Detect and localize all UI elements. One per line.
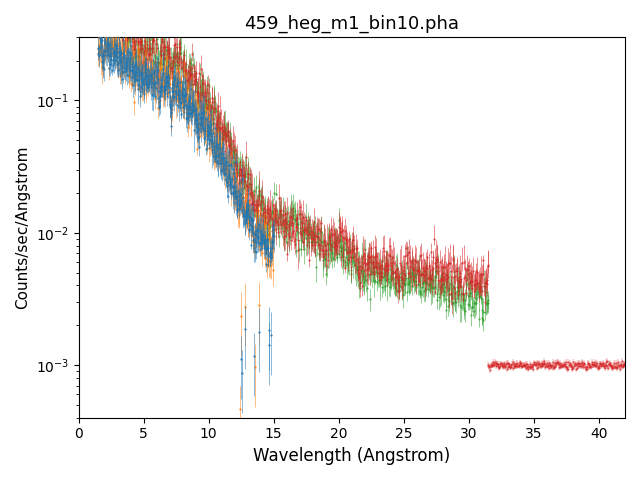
Y-axis label: Counts/sec/Angstrom: Counts/sec/Angstrom — [15, 146, 30, 309]
X-axis label: Wavelength (Angstrom): Wavelength (Angstrom) — [253, 447, 451, 465]
Title: 459_heg_m1_bin10.pha: 459_heg_m1_bin10.pha — [244, 15, 460, 33]
